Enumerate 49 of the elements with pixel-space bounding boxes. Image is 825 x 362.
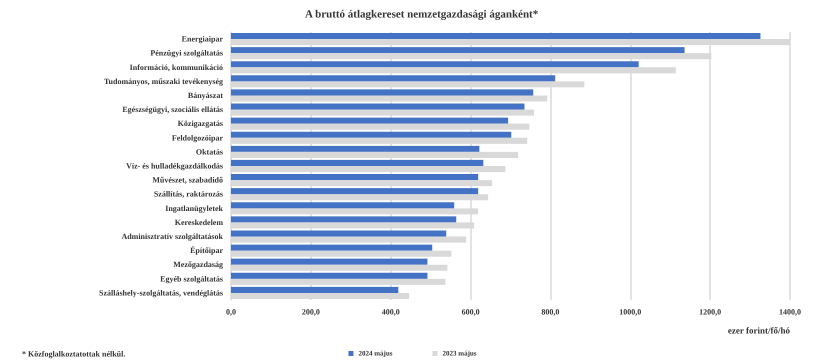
bar <box>231 272 428 279</box>
y-tick-label: Kereskedelem <box>174 218 224 227</box>
x-tick-label: 0,0 <box>226 308 236 316</box>
text: * Közfoglalkoztatottak nélkül. <box>22 350 126 358</box>
y-tick-label: Víz- és hulladékgazdálkodás <box>126 162 223 170</box>
y-tick-label: Egészségügyi, szociális ellátás <box>122 105 223 114</box>
y-tick-label: Tudományos, műszaki tevékenység <box>104 76 223 86</box>
y-tick-label: Energiaipar <box>182 34 224 44</box>
y-tick-label: Művészet, szabadidő <box>152 176 223 185</box>
y-tick-label: Szállítás, raktározás <box>154 190 223 199</box>
x-tick-label: 200,0 <box>302 308 320 316</box>
chart-title: A bruttó átlagkereset nemzetgazdasági áganként* <box>305 8 539 20</box>
bar <box>231 47 685 54</box>
x-axis-title: ezer forint/fő/hó <box>728 326 790 336</box>
y-tick-label: Bányászat <box>188 90 224 100</box>
x-tick-label: 1200,0 <box>699 308 722 316</box>
bar <box>231 75 556 82</box>
y-tick-label: Feldolgozóipar <box>172 133 224 142</box>
y-tick-label: Adminisztratív szolgáltatások <box>121 232 224 242</box>
bar <box>231 258 428 265</box>
y-tick-label: Pénzügyi szolgáltatás <box>150 48 223 58</box>
bar <box>231 132 512 138</box>
bar <box>231 230 446 237</box>
y-tick-label: Mezőgazdaság <box>173 260 223 270</box>
bar <box>231 89 534 96</box>
bar <box>231 32 760 40</box>
bar <box>231 202 454 208</box>
bar <box>231 216 456 222</box>
bar <box>231 244 432 251</box>
bar <box>231 160 484 166</box>
y-tick-label: Oktatás <box>196 147 223 156</box>
y-tick-label: Szálláshely-szolgáltatás, vendéglátás <box>99 288 223 298</box>
bar <box>231 188 478 194</box>
x-tick-label: 1400,0 <box>779 308 801 316</box>
bar <box>231 118 508 124</box>
y-tick-label: Közigazgatás <box>178 119 223 128</box>
y-tick-label: Építőipar <box>190 246 224 256</box>
y-tick-label: Egyéb szolgáltatás <box>160 274 223 284</box>
bar <box>231 104 524 110</box>
x-tick-label: 600,0 <box>462 308 480 316</box>
bar <box>231 146 480 152</box>
x-tick-label: 1000,0 <box>619 308 642 316</box>
x-tick-label: 400,0 <box>382 308 400 316</box>
y-tick-label: Információ, kommunikáció <box>130 62 223 72</box>
bar <box>231 286 398 293</box>
bar <box>231 174 478 180</box>
bar <box>231 61 639 68</box>
x-tick-label: 800,0 <box>541 308 560 316</box>
y-tick-label: Ingatlanügyletek <box>165 204 224 213</box>
